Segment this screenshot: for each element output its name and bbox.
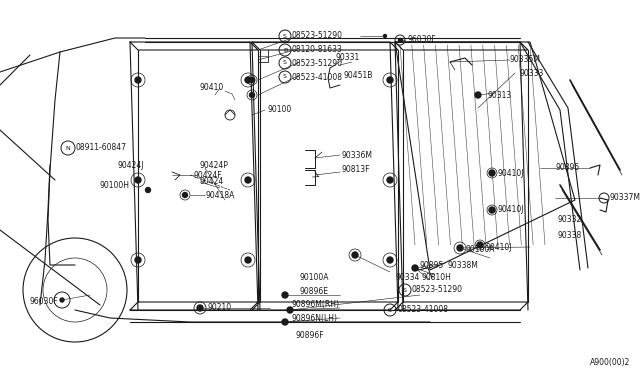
Circle shape bbox=[182, 192, 188, 198]
Text: 90424P: 90424P bbox=[200, 160, 229, 170]
Circle shape bbox=[399, 38, 401, 42]
Text: 90331: 90331 bbox=[335, 54, 359, 62]
Circle shape bbox=[475, 92, 481, 98]
Text: 90896M(RH): 90896M(RH) bbox=[292, 301, 340, 310]
Text: 90100A: 90100A bbox=[465, 246, 495, 254]
Circle shape bbox=[282, 319, 288, 325]
Text: 90313: 90313 bbox=[487, 90, 511, 99]
Circle shape bbox=[250, 77, 255, 83]
Text: 90424F: 90424F bbox=[193, 170, 221, 180]
Circle shape bbox=[250, 93, 255, 97]
Text: S: S bbox=[283, 74, 287, 80]
Text: 90896N(LH): 90896N(LH) bbox=[292, 314, 338, 323]
Text: 90100: 90100 bbox=[267, 106, 291, 115]
Text: 90336M: 90336M bbox=[342, 151, 373, 160]
Circle shape bbox=[387, 177, 393, 183]
Text: N: N bbox=[66, 145, 70, 151]
Text: 90895: 90895 bbox=[555, 164, 579, 173]
Circle shape bbox=[245, 77, 251, 83]
Circle shape bbox=[457, 245, 463, 251]
Circle shape bbox=[135, 77, 141, 83]
Text: 90451B: 90451B bbox=[343, 71, 372, 80]
Text: 90334: 90334 bbox=[395, 273, 419, 282]
Text: 90896E: 90896E bbox=[300, 288, 329, 296]
Text: 90332: 90332 bbox=[557, 215, 581, 224]
Text: S: S bbox=[388, 308, 392, 312]
Text: S: S bbox=[403, 288, 407, 292]
Text: 08120-81633: 08120-81633 bbox=[292, 45, 343, 55]
Circle shape bbox=[387, 257, 393, 263]
Circle shape bbox=[135, 257, 141, 263]
Circle shape bbox=[352, 252, 358, 258]
Circle shape bbox=[412, 265, 418, 271]
Text: 90410J: 90410J bbox=[497, 169, 524, 177]
Text: 08523-41008: 08523-41008 bbox=[397, 305, 448, 314]
Text: 96030F: 96030F bbox=[408, 35, 436, 45]
Text: 90424: 90424 bbox=[200, 177, 224, 186]
Text: 08523-41008: 08523-41008 bbox=[292, 73, 343, 81]
Text: 90424J: 90424J bbox=[118, 160, 145, 170]
Circle shape bbox=[135, 177, 141, 183]
Text: 90896F: 90896F bbox=[295, 330, 324, 340]
Text: 90333: 90333 bbox=[520, 68, 545, 77]
Text: S: S bbox=[283, 33, 287, 38]
Text: 08523-51290: 08523-51290 bbox=[292, 32, 343, 41]
Circle shape bbox=[489, 170, 495, 176]
Text: 90100H: 90100H bbox=[100, 180, 130, 189]
Circle shape bbox=[60, 298, 64, 302]
Text: 08911-60847: 08911-60847 bbox=[76, 144, 127, 153]
Text: B: B bbox=[283, 48, 287, 52]
Text: 90100A: 90100A bbox=[300, 273, 330, 282]
Circle shape bbox=[282, 292, 288, 298]
Text: 90410J: 90410J bbox=[497, 205, 524, 215]
Text: 90418A: 90418A bbox=[205, 190, 234, 199]
Text: 90338M: 90338M bbox=[447, 260, 478, 269]
Circle shape bbox=[399, 38, 403, 42]
Text: 90813F: 90813F bbox=[342, 166, 371, 174]
Text: 96030F: 96030F bbox=[30, 298, 59, 307]
Text: 90337M: 90337M bbox=[610, 193, 640, 202]
Circle shape bbox=[489, 207, 495, 213]
Text: 90410: 90410 bbox=[200, 83, 224, 93]
Circle shape bbox=[245, 177, 251, 183]
Text: 90810H: 90810H bbox=[422, 273, 452, 282]
Circle shape bbox=[287, 307, 293, 313]
Text: S: S bbox=[283, 61, 287, 65]
Circle shape bbox=[477, 242, 483, 248]
Text: 90338: 90338 bbox=[557, 231, 581, 240]
Text: 08523-51290: 08523-51290 bbox=[292, 58, 343, 67]
Text: 90895: 90895 bbox=[420, 260, 444, 269]
Circle shape bbox=[197, 305, 203, 311]
Text: 08523-51290: 08523-51290 bbox=[412, 285, 463, 295]
Text: 90335M: 90335M bbox=[510, 55, 541, 64]
Circle shape bbox=[387, 77, 393, 83]
Circle shape bbox=[383, 35, 387, 38]
Text: A900(00)2: A900(00)2 bbox=[590, 357, 630, 366]
Text: 90410J: 90410J bbox=[485, 244, 511, 253]
Text: 90210: 90210 bbox=[208, 304, 232, 312]
Circle shape bbox=[245, 257, 251, 263]
Circle shape bbox=[145, 187, 150, 192]
